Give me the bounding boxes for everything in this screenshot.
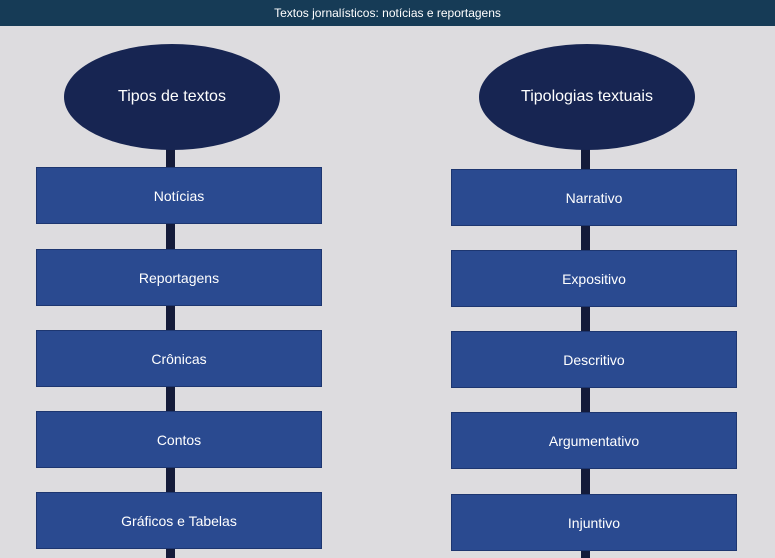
- left-heading-ellipse: Tipos de textos: [64, 44, 280, 150]
- right-box-narrativo: Narrativo: [451, 169, 737, 226]
- right-heading-label: Tipologias textuais: [521, 88, 653, 105]
- right-box-descritivo: Descritivo: [451, 331, 737, 388]
- left-box-contos: Contos: [36, 411, 322, 468]
- left-box-cronicas: Crônicas: [36, 330, 322, 387]
- left-box-graficos-e-tabelas: Gráficos e Tabelas: [36, 492, 322, 549]
- tipos-de-textos-column: Tipos de textos Notícias Reportagens Crô…: [36, 0, 322, 558]
- slide-title: Textos jornalísticos: notícias e reporta…: [0, 0, 775, 26]
- left-heading-label: Tipos de textos: [118, 88, 226, 105]
- right-heading-ellipse: Tipologias textuais: [479, 44, 695, 150]
- left-box-reportagens: Reportagens: [36, 249, 322, 306]
- right-box-argumentativo: Argumentativo: [451, 412, 737, 469]
- right-box-injuntivo: Injuntivo: [451, 494, 737, 551]
- tipologias-textuais-column: Tipologias textuais Narrativo Expositivo…: [451, 0, 737, 558]
- left-box-noticias: Notícias: [36, 167, 322, 224]
- right-box-expositivo: Expositivo: [451, 250, 737, 307]
